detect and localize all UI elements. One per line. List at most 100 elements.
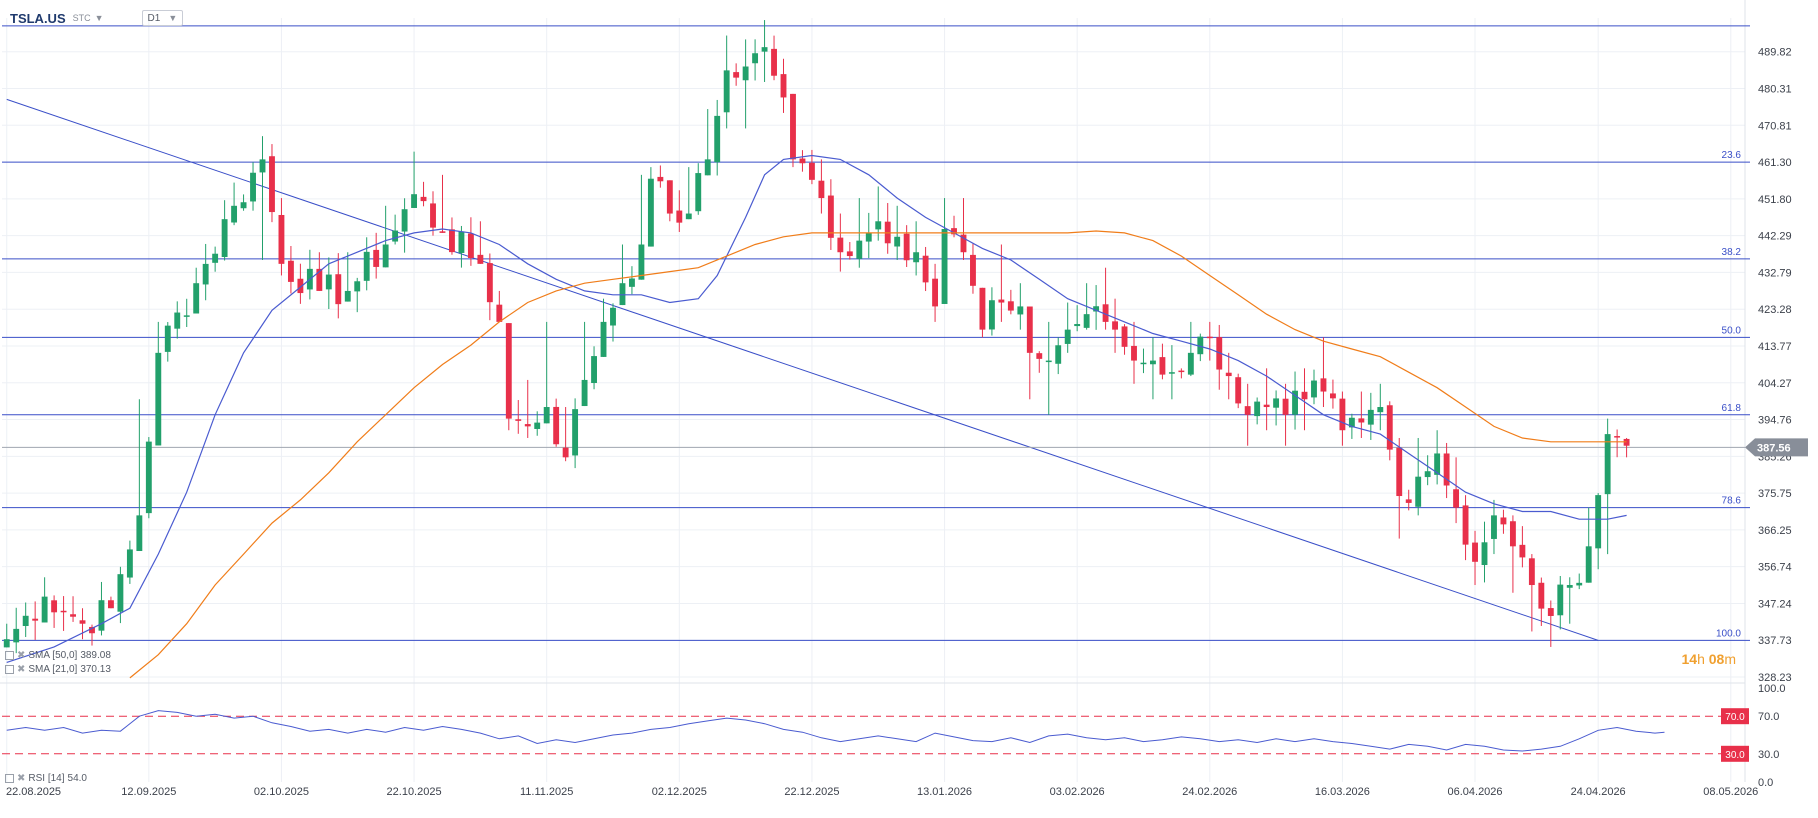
candle[interactable] bbox=[1263, 368, 1270, 431]
close-icon[interactable]: ✖ bbox=[17, 650, 26, 661]
candle[interactable] bbox=[174, 301, 181, 339]
close-icon[interactable]: ✖ bbox=[17, 773, 26, 784]
candle[interactable] bbox=[1055, 337, 1062, 375]
symbol-selector[interactable]: TSLA.US STC ▼ bbox=[10, 11, 104, 26]
visibility-toggle-icon[interactable] bbox=[5, 651, 14, 660]
candle[interactable] bbox=[1462, 495, 1469, 561]
candle[interactable] bbox=[1595, 493, 1602, 570]
candle[interactable] bbox=[183, 298, 190, 328]
candle[interactable] bbox=[600, 298, 607, 357]
candle[interactable] bbox=[1528, 554, 1535, 632]
candle[interactable] bbox=[1168, 345, 1175, 400]
candle[interactable] bbox=[136, 399, 143, 552]
candle[interactable] bbox=[960, 198, 967, 260]
candle[interactable] bbox=[259, 136, 266, 260]
candle[interactable] bbox=[202, 243, 209, 301]
candle[interactable] bbox=[562, 407, 569, 462]
candle[interactable] bbox=[827, 179, 834, 250]
candle[interactable] bbox=[1415, 437, 1422, 516]
candle[interactable] bbox=[951, 215, 957, 238]
candle[interactable] bbox=[486, 253, 493, 321]
candle[interactable] bbox=[647, 167, 654, 247]
candle[interactable] bbox=[1131, 321, 1137, 384]
candle[interactable] bbox=[875, 186, 882, 241]
candle[interactable] bbox=[1386, 401, 1393, 461]
candle[interactable] bbox=[278, 198, 285, 276]
candle[interactable] bbox=[1093, 285, 1100, 330]
candle[interactable] bbox=[98, 581, 105, 636]
candle[interactable] bbox=[1604, 418, 1611, 555]
candle[interactable] bbox=[771, 35, 777, 81]
sma20-legend[interactable]: ✖ SMA [21,0] 370.13 bbox=[5, 664, 111, 675]
candle[interactable] bbox=[515, 400, 522, 434]
candle[interactable] bbox=[1150, 337, 1156, 400]
candle[interactable] bbox=[392, 214, 399, 245]
candle[interactable] bbox=[1197, 333, 1204, 362]
candle[interactable] bbox=[581, 321, 588, 407]
candle[interactable] bbox=[1329, 379, 1336, 409]
candle[interactable] bbox=[1026, 306, 1033, 400]
candle[interactable] bbox=[1481, 521, 1488, 583]
candle[interactable] bbox=[846, 242, 853, 260]
candle[interactable] bbox=[714, 99, 721, 176]
candle[interactable] bbox=[401, 198, 408, 253]
candle[interactable] bbox=[1443, 442, 1450, 499]
candle[interactable] bbox=[1064, 302, 1071, 353]
candle[interactable] bbox=[1121, 324, 1128, 355]
candle[interactable] bbox=[1112, 298, 1118, 353]
visibility-toggle-icon[interactable] bbox=[5, 665, 14, 674]
candle[interactable] bbox=[1434, 430, 1441, 485]
visibility-toggle-icon[interactable] bbox=[5, 774, 14, 783]
candle[interactable] bbox=[145, 437, 152, 519]
candle[interactable] bbox=[60, 596, 67, 631]
candle[interactable] bbox=[1254, 397, 1261, 425]
candle[interactable] bbox=[591, 346, 597, 390]
candle[interactable] bbox=[250, 162, 256, 211]
candle[interactable] bbox=[126, 540, 133, 584]
candle[interactable] bbox=[1178, 368, 1185, 379]
candle[interactable] bbox=[752, 39, 759, 81]
candle[interactable] bbox=[32, 601, 39, 640]
candle[interactable] bbox=[543, 321, 550, 424]
candle[interactable] bbox=[865, 212, 872, 259]
candle[interactable] bbox=[534, 411, 541, 436]
candle[interactable] bbox=[344, 252, 351, 302]
candle[interactable] bbox=[1292, 371, 1298, 430]
candle[interactable] bbox=[363, 237, 370, 291]
candle[interactable] bbox=[1566, 577, 1573, 624]
candle[interactable] bbox=[837, 213, 844, 272]
candle[interactable] bbox=[780, 58, 787, 113]
candle[interactable] bbox=[723, 35, 730, 129]
candle[interactable] bbox=[449, 217, 455, 255]
candle[interactable] bbox=[1424, 455, 1431, 486]
candle[interactable] bbox=[629, 266, 635, 295]
candle[interactable] bbox=[108, 596, 114, 609]
candle[interactable] bbox=[505, 323, 512, 431]
candle[interactable] bbox=[1159, 343, 1166, 380]
candle[interactable] bbox=[988, 287, 995, 336]
candle[interactable] bbox=[685, 167, 692, 220]
candle[interactable] bbox=[420, 181, 427, 207]
candle[interactable] bbox=[998, 244, 1005, 322]
candle[interactable] bbox=[1282, 383, 1289, 446]
candle[interactable] bbox=[922, 246, 929, 292]
candle[interactable] bbox=[553, 398, 560, 447]
candle[interactable] bbox=[1405, 489, 1412, 511]
candle[interactable] bbox=[1311, 369, 1317, 405]
candle[interactable] bbox=[970, 243, 976, 294]
candle[interactable] bbox=[411, 151, 418, 208]
candle[interactable] bbox=[979, 287, 986, 338]
candle[interactable] bbox=[22, 602, 29, 638]
candle[interactable] bbox=[1140, 348, 1147, 374]
timeframe-selector[interactable]: D1 ▼ bbox=[141, 10, 184, 26]
candle[interactable] bbox=[477, 221, 484, 264]
candle[interactable] bbox=[1206, 321, 1213, 361]
candle[interactable] bbox=[903, 225, 910, 267]
candle[interactable] bbox=[1509, 515, 1516, 593]
candle[interactable] bbox=[761, 20, 768, 82]
candle[interactable] bbox=[193, 267, 200, 314]
candle[interactable] bbox=[742, 39, 749, 129]
candle[interactable] bbox=[212, 246, 219, 272]
